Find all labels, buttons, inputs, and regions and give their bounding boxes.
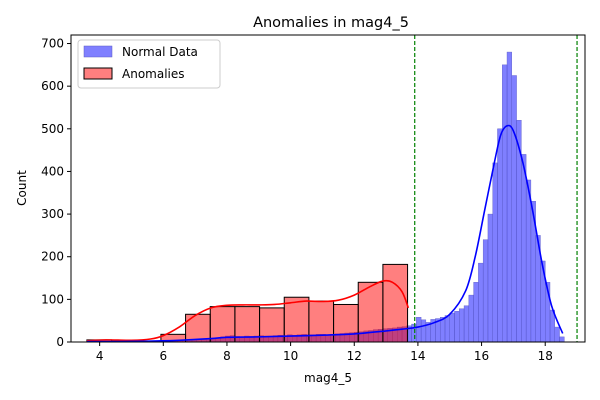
legend-swatch-normal-data bbox=[83, 45, 113, 58]
bar-normal-data-63 bbox=[463, 305, 470, 343]
bar-normal-data-58 bbox=[439, 317, 446, 343]
bar-normal-data-71 bbox=[502, 64, 508, 343]
bar-anomalies-10 bbox=[333, 303, 359, 343]
bar-normal-data-75 bbox=[521, 154, 527, 343]
bar-normal-data-82 bbox=[554, 326, 560, 343]
bar-normal-data-73 bbox=[511, 75, 517, 343]
y-tick-label-700: 700 bbox=[41, 37, 64, 51]
legend-label-anomalies: Anomalies bbox=[122, 67, 185, 81]
y-tick-label-400: 400 bbox=[41, 164, 64, 178]
y-axis-label: Count bbox=[15, 170, 29, 206]
bar-normal-data-60 bbox=[449, 312, 455, 343]
kde-line-anomalies bbox=[86, 279, 410, 342]
legend: Normal Data Anomalies bbox=[77, 39, 221, 89]
x-tick-label-14: 14 bbox=[410, 349, 425, 363]
y-tick-label-300: 300 bbox=[41, 207, 64, 221]
bar-normal-data-61 bbox=[454, 311, 460, 343]
bar-normal-data-72 bbox=[506, 51, 512, 343]
y-tick-label-100: 100 bbox=[41, 292, 64, 306]
legend-label-normal-data: Normal Data bbox=[122, 45, 198, 59]
legend-swatch-anomalies bbox=[83, 67, 113, 80]
bar-normal-data-59 bbox=[444, 315, 450, 343]
legend-box bbox=[77, 39, 221, 89]
x-tick-label-12: 12 bbox=[347, 349, 362, 363]
y-tick-label-200: 200 bbox=[41, 250, 64, 264]
bar-normal-data-64 bbox=[468, 294, 474, 343]
x-axis-label: mag4_5 bbox=[304, 371, 352, 385]
kde-line-normal-data bbox=[86, 124, 564, 343]
bar-normal-data-83 bbox=[559, 336, 565, 343]
bar-anomalies-8 bbox=[283, 296, 310, 343]
bar-anomalies-6 bbox=[234, 306, 261, 343]
x-tick-label-16: 16 bbox=[474, 349, 489, 363]
bar-normal-data-54 bbox=[420, 319, 427, 343]
y-tick-label-0: 0 bbox=[56, 335, 64, 349]
bar-normal-data-69 bbox=[492, 162, 498, 343]
chart-title: Anomalies in mag4_5 bbox=[253, 15, 409, 31]
bar-normal-data-66 bbox=[478, 262, 484, 343]
bar-anomalies-4 bbox=[185, 313, 211, 343]
x-tick-label-18: 18 bbox=[538, 349, 553, 363]
bar-normal-data-67 bbox=[482, 239, 489, 343]
bar-normal-data-70 bbox=[497, 128, 503, 343]
x-tick-label-6: 6 bbox=[159, 349, 167, 363]
bar-normal-data-62 bbox=[459, 308, 465, 343]
x-tick-label-4: 4 bbox=[96, 349, 104, 363]
bar-normal-data-76 bbox=[525, 179, 532, 343]
axes-frame bbox=[70, 34, 586, 343]
bar-normal-data-65 bbox=[473, 282, 479, 343]
x-axis: 4 6 8 10 12 14 16 18 bbox=[96, 342, 553, 363]
y-tick-label-500: 500 bbox=[41, 122, 64, 136]
y-tick-label-600: 600 bbox=[41, 79, 64, 93]
y-axis: 0 100 200 300 400 500 600 700 bbox=[41, 37, 71, 349]
bar-normal-data-68 bbox=[487, 213, 493, 343]
x-tick-label-8: 8 bbox=[223, 349, 231, 363]
bar-anomalies-12 bbox=[382, 263, 409, 343]
bar-normal-data-53 bbox=[416, 317, 422, 343]
x-tick-label-10: 10 bbox=[283, 349, 298, 363]
